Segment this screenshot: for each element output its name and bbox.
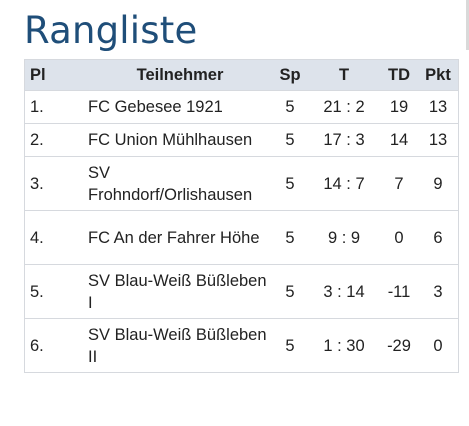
page-title: Rangliste xyxy=(24,9,198,52)
goal-diff-cell: -11 xyxy=(380,264,418,319)
table-row[interactable]: 4. FC An der Fahrer Höhe 5 9 : 9 0 6 xyxy=(24,210,459,265)
points-cell: 13 xyxy=(418,123,459,157)
rank-cell: 2. xyxy=(24,123,88,157)
goal-diff-cell: 7 xyxy=(380,156,418,211)
points-cell: 6 xyxy=(418,210,459,265)
rank-cell: 4. xyxy=(24,210,88,265)
team-name: FC Union Mühlhausen xyxy=(88,131,253,149)
points-cell: 9 xyxy=(418,156,459,211)
team-cell: SV Frohndorf/Orlishausen xyxy=(88,156,272,211)
goals-cell: 14 : 7 xyxy=(308,156,380,211)
table-header-row: Pl Teilnehmer Sp T TD Pkt xyxy=(24,59,459,91)
team-cell: FC An der Fahrer Höhe xyxy=(88,210,272,265)
table-row[interactable]: 1. FC Gebesee 1921 5 21 : 2 19 13 xyxy=(24,90,459,124)
team-name: SV Frohndorf/Orlishausen xyxy=(88,163,253,204)
team-name: SV Blau-Weiß Büßleben II xyxy=(88,325,267,366)
team-cell: SV Blau-Weiß Büßleben I xyxy=(88,264,272,319)
points-cell: 0 xyxy=(418,318,459,373)
team-name: FC Gebesee 1921 xyxy=(88,98,223,116)
team-name: FC An der Fahrer Höhe xyxy=(88,228,260,247)
table-row[interactable]: 5. SV Blau-Weiß Büßleben I 5 3 : 14 -11 … xyxy=(24,264,459,319)
header-sp[interactable]: Sp xyxy=(272,59,308,91)
games-cell: 5 xyxy=(272,90,308,124)
points-cell: 13 xyxy=(418,90,459,124)
goals-cell: 21 : 2 xyxy=(308,90,380,124)
goals-cell: 9 : 9 xyxy=(308,210,380,265)
header-team[interactable]: Teilnehmer xyxy=(88,59,272,91)
team-cell: FC Union Mühlhausen xyxy=(88,123,272,157)
goals-cell: 3 : 14 xyxy=(308,264,380,319)
team-name: SV Blau-Weiß Büßleben I xyxy=(88,271,267,312)
goal-diff-cell: 14 xyxy=(380,123,418,157)
points-cell: 3 xyxy=(418,264,459,319)
rank-cell: 6. xyxy=(24,318,88,373)
scroll-edge xyxy=(466,0,469,50)
games-cell: 5 xyxy=(272,156,308,211)
table-row[interactable]: 2. FC Union Mühlhausen 5 17 : 3 14 13 xyxy=(24,123,459,157)
games-cell: 5 xyxy=(272,123,308,157)
table-row[interactable]: 3. SV Frohndorf/Orlishausen 5 14 : 7 7 9 xyxy=(24,156,459,211)
goal-diff-cell: 19 xyxy=(380,90,418,124)
standings-table: Pl Teilnehmer Sp T TD Pkt 1. FC Gebesee … xyxy=(24,59,459,373)
goal-diff-cell: 0 xyxy=(380,210,418,265)
header-t[interactable]: T xyxy=(308,59,380,91)
goals-cell: 1 : 30 xyxy=(308,318,380,373)
rank-cell: 5. xyxy=(24,264,88,319)
games-cell: 5 xyxy=(272,318,308,373)
goals-cell: 17 : 3 xyxy=(308,123,380,157)
header-pkt[interactable]: Pkt xyxy=(418,59,459,91)
games-cell: 5 xyxy=(272,264,308,319)
rank-cell: 1. xyxy=(24,90,88,124)
header-pl[interactable]: Pl xyxy=(24,59,88,91)
table-row[interactable]: 6. SV Blau-Weiß Büßleben II 5 1 : 30 -29… xyxy=(24,318,459,373)
games-cell: 5 xyxy=(272,210,308,265)
team-cell: FC Gebesee 1921 xyxy=(88,90,272,124)
goal-diff-cell: -29 xyxy=(380,318,418,373)
team-cell: SV Blau-Weiß Büßleben II xyxy=(88,318,272,373)
header-td[interactable]: TD xyxy=(380,59,418,91)
rank-cell: 3. xyxy=(24,156,88,211)
